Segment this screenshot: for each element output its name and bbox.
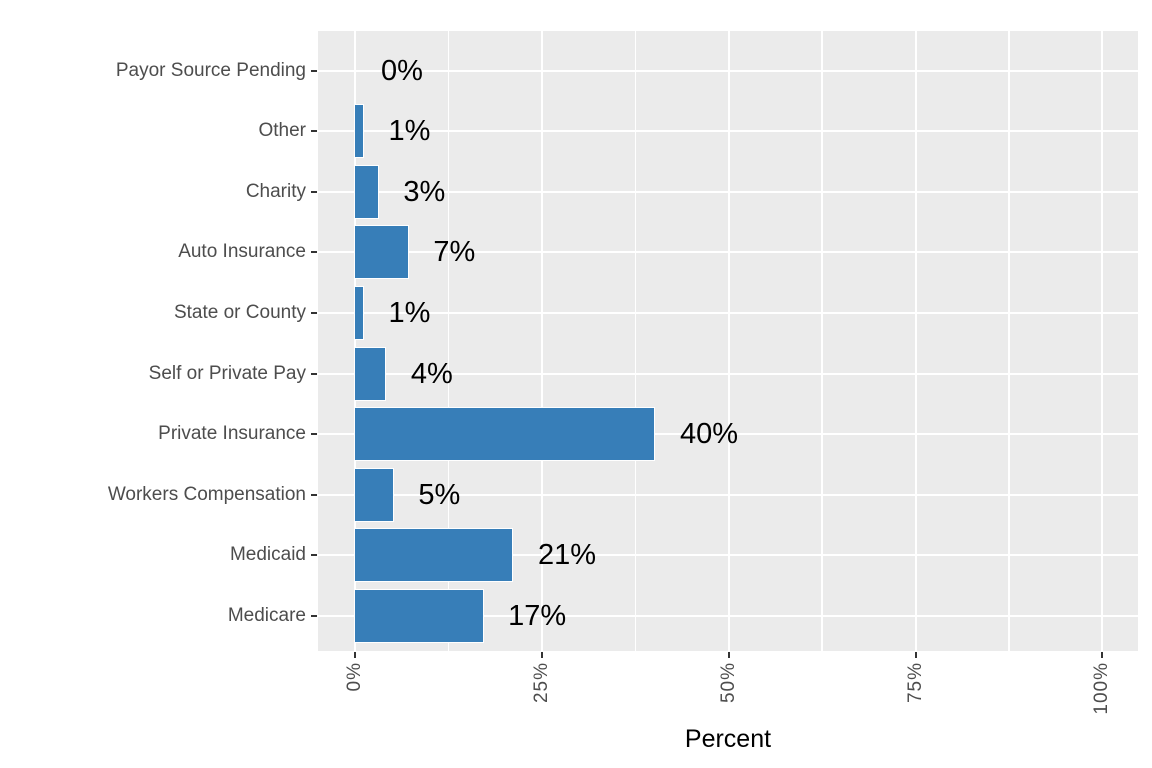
bar-value-label: 5%: [418, 478, 461, 511]
gridline-major-horizontal: [318, 190, 1138, 193]
x-tick-label-25pct: 25%: [530, 662, 552, 704]
x-tick-label-75pct: 75%: [904, 662, 926, 704]
y-tick-label-medicare: Medicare: [227, 604, 306, 626]
gridline-major-vertical: [727, 31, 730, 651]
y-tick-label-state-or-county: State or County: [173, 301, 306, 323]
gridline-major-horizontal: [318, 433, 1138, 436]
y-tick-mark: [311, 614, 317, 617]
y-tick-label-charity: Charity: [245, 180, 306, 202]
y-tick-mark: [311, 130, 317, 133]
y-tick-label-medicaid: Medicaid: [229, 544, 306, 566]
bar-value-label: 0%: [381, 54, 423, 87]
gridline-major-horizontal: [318, 311, 1138, 314]
bar-workers-compensation: [353, 467, 394, 522]
x-axis-title: Percent: [684, 725, 772, 753]
x-tick-mark: [354, 652, 356, 658]
bar-self-or-private-pay: [353, 346, 387, 401]
x-tick-mark: [1101, 652, 1104, 658]
bar-value-label: 40%: [679, 418, 739, 451]
x-tick-mark: [540, 652, 543, 658]
gridline-major-vertical: [1101, 31, 1104, 651]
y-tick-mark: [311, 433, 317, 436]
gridline-major-vertical: [354, 31, 356, 651]
y-tick-label-other: Other: [258, 120, 306, 142]
bar-state-or-county: [353, 285, 364, 340]
y-tick-mark: [311, 372, 317, 375]
bar-value-label: 4%: [410, 357, 453, 390]
bar-value-label: 1%: [388, 296, 431, 329]
gridline-major-vertical: [540, 31, 543, 651]
y-tick-mark: [311, 493, 317, 496]
bar-private-insurance: [353, 407, 656, 462]
x-tick-mark: [914, 652, 917, 658]
y-tick-label-workers-compensation: Workers Compensation: [107, 483, 306, 505]
bar-charity: [353, 164, 379, 219]
gridline-minor-vertical: [447, 31, 450, 651]
y-tick-mark: [311, 554, 317, 557]
y-tick-mark: [311, 251, 317, 254]
gridline-major-horizontal: [318, 130, 1138, 133]
y-tick-label-auto-insurance: Auto Insurance: [178, 241, 306, 263]
bar-medicare: [353, 588, 484, 643]
gridline-minor-vertical: [821, 31, 823, 651]
y-tick-mark: [311, 311, 317, 314]
plot-panel: 0% 1% 3% 7% 1% 4% 40% 5% 21% 17%: [318, 31, 1138, 651]
bar-value-label: 7%: [433, 236, 476, 269]
bar-other: [353, 104, 364, 159]
y-tick-label-private-insurance: Private Insurance: [158, 423, 306, 445]
gridline-minor-vertical: [634, 31, 637, 651]
gridline-major-horizontal: [318, 372, 1138, 375]
gridline-major-horizontal: [318, 69, 1138, 72]
bar-value-label: 21%: [537, 539, 596, 572]
gridline-major-horizontal: [318, 614, 1138, 617]
bar-value-label: 1%: [388, 115, 431, 148]
bar-value-label: 3%: [403, 175, 446, 208]
x-tick-mark: [727, 652, 730, 658]
gridline-major-horizontal: [318, 251, 1138, 254]
gridline-major-horizontal: [318, 554, 1138, 557]
x-tick-label-100pct: 100%: [1091, 662, 1113, 715]
bar-medicaid: [353, 528, 514, 583]
y-tick-mark: [311, 69, 317, 72]
bar-value-label: 17%: [508, 599, 567, 632]
y-tick-mark: [311, 190, 317, 193]
bar-auto-insurance: [353, 225, 409, 280]
x-tick-label-50pct: 50%: [717, 662, 739, 704]
gridline-major-horizontal: [318, 493, 1138, 496]
x-tick-label-0pct: 0%: [344, 662, 365, 692]
y-tick-label-payor-source-pending: Payor Source Pending: [115, 59, 306, 81]
gridline-major-vertical: [914, 31, 917, 651]
y-tick-label-self-or-private-pay: Self or Private Pay: [148, 362, 306, 384]
gridline-minor-vertical: [1008, 31, 1010, 651]
